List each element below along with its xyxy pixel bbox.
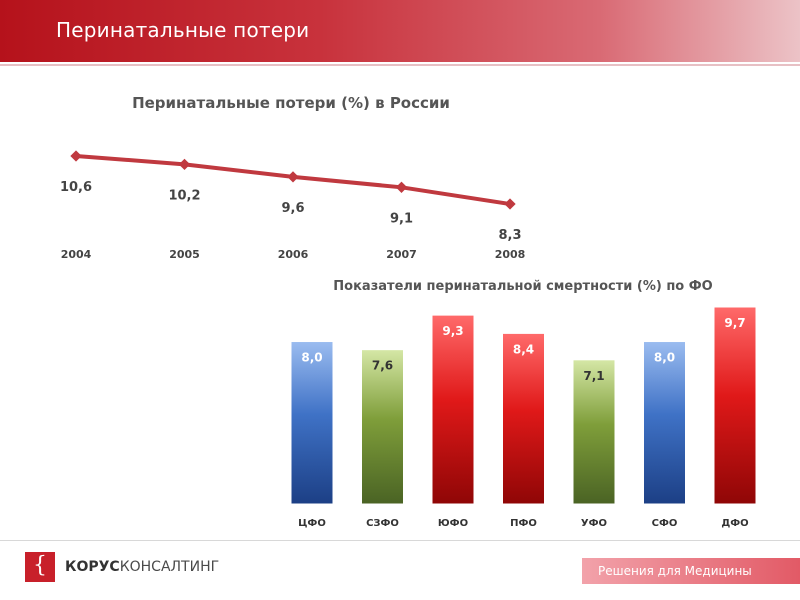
line-data-label: 9,6 (281, 201, 304, 216)
bar (361, 349, 404, 505)
line-x-tick-label: 2004 (61, 248, 92, 261)
header-banner: Перинатальные потери (0, 0, 800, 62)
bar-chart-districts: Показатели перинатальной смертности (%) … (290, 279, 757, 529)
line-x-tick-label: 2008 (495, 248, 526, 261)
line-x-tick-label: 2005 (169, 248, 200, 261)
bar (713, 306, 757, 505)
logo-suffix: КОНСАЛТИНГ (119, 559, 220, 575)
bar-data-label: 9,7 (724, 316, 745, 330)
bar (643, 341, 686, 505)
page-title: Перинатальные потери (56, 18, 310, 42)
line-data-label: 8,3 (498, 228, 521, 243)
line-point (504, 198, 516, 210)
bar (502, 332, 545, 505)
bar-data-label: 7,6 (372, 359, 393, 373)
bar (572, 359, 616, 505)
line-chart-russia: Перинатальные потери (%) в России 10,6 20… (60, 94, 526, 261)
logo-brand: КОРУС (65, 559, 120, 575)
line-point (178, 158, 191, 171)
line-point (287, 171, 299, 183)
line-x-tick-label: 2006 (278, 248, 309, 261)
bar (290, 341, 334, 505)
bar-data-label: 7,1 (583, 369, 604, 383)
bar-data-label: 9,3 (442, 324, 463, 338)
bar-chart-title: Показатели перинатальной смертности (%) … (333, 279, 712, 294)
footer-divider (0, 540, 800, 541)
line-data-label: 9,1 (390, 211, 413, 226)
bar-x-tick-label: УФО (581, 518, 607, 529)
bar-x-tick-label: ЮФО (438, 518, 468, 529)
bar-x-tick-label: СФО (652, 518, 678, 529)
bar-data-label: 8,0 (301, 351, 322, 365)
bar (431, 314, 475, 505)
header-divider (0, 64, 800, 66)
line-point (70, 150, 82, 162)
line-point (395, 181, 408, 193)
logo-brace-icon: { (25, 552, 55, 582)
bar-x-tick-label: ПФО (510, 518, 537, 529)
bar-data-label: 8,0 (654, 351, 675, 365)
line-chart-title: Перинатальные потери (%) в России (132, 94, 450, 112)
logo-text: КОРУСКОНСАЛТИНГ (65, 559, 219, 575)
bar-x-tick-label: СЗФО (366, 518, 399, 529)
bar-x-tick-label: ЦФО (298, 518, 326, 529)
line-data-label: 10,6 (60, 180, 92, 195)
company-logo: { КОРУСКОНСАЛТИНГ (25, 552, 285, 588)
tagline-banner: Решения для Медицины (582, 558, 800, 584)
bar-data-label: 8,4 (513, 342, 534, 356)
line-data-label: 10,2 (168, 188, 200, 203)
line-x-tick-label: 2007 (386, 248, 417, 261)
bar-x-tick-label: ДФО (721, 518, 748, 529)
